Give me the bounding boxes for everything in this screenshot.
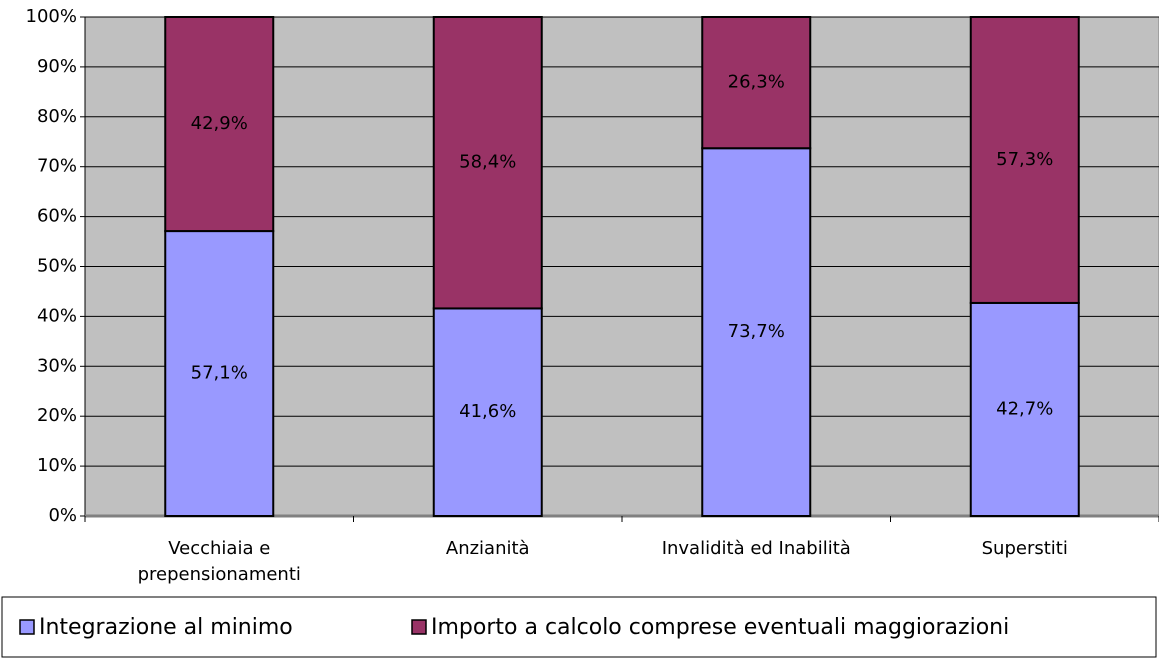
legend-swatch: [19, 619, 35, 635]
y-tick-label: 100%: [26, 6, 77, 27]
y-tick-label: 80%: [37, 106, 77, 127]
x-tick-label: Vecchiaia e prepensionamenti: [137, 538, 301, 585]
bar-segment: [432, 16, 543, 310]
y-tick-label: 10%: [37, 455, 77, 476]
bar-segment: [164, 16, 275, 233]
bar-segment: [164, 230, 275, 517]
legend: [1, 596, 1157, 658]
y-tick-label: 40%: [37, 305, 77, 326]
bar-segment: [701, 147, 812, 517]
data-label: 41,6%: [459, 401, 516, 422]
bar-segment: [969, 301, 1080, 517]
data-label: 73,7%: [728, 321, 785, 342]
y-tick-label: 30%: [37, 355, 77, 376]
data-label: 42,7%: [996, 398, 1053, 419]
bar-segment: [432, 307, 543, 517]
x-tick-label: Superstiti: [981, 538, 1068, 559]
legend-swatch: [411, 619, 427, 635]
y-tick-label: 50%: [37, 256, 77, 277]
x-tick-label: Invalidità ed Inabilità: [661, 538, 851, 559]
y-tick-label: 70%: [37, 156, 77, 177]
y-tick-label: 60%: [37, 206, 77, 227]
bar-segment: [969, 16, 1080, 304]
data-label: 57,3%: [996, 149, 1053, 170]
y-tick-label: 90%: [37, 56, 77, 77]
data-label: 57,1%: [191, 363, 248, 384]
y-tick-label: 20%: [37, 405, 77, 426]
legend-label: Integrazione al minimo: [39, 615, 293, 640]
y-tick-label: 0%: [48, 505, 77, 526]
x-tick-label: Anzianità: [445, 538, 530, 559]
legend-label: Importo a calcolo comprese eventuali mag…: [431, 615, 1009, 640]
data-label: 58,4%: [459, 152, 516, 173]
data-label: 26,3%: [728, 72, 785, 93]
data-label: 42,9%: [191, 113, 248, 134]
bar-segment: [701, 16, 812, 150]
